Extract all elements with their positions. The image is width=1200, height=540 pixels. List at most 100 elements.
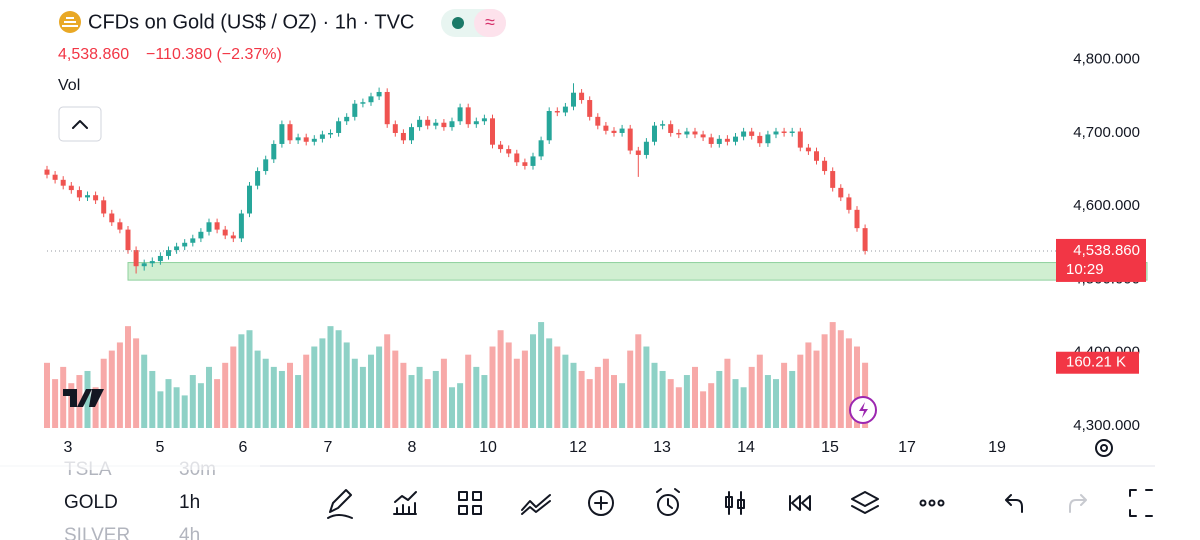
- alert-tool[interactable]: [657, 494, 679, 516]
- volume-bar: [513, 358, 520, 428]
- indicators-tool[interactable]: [393, 491, 417, 515]
- candle-body: [222, 229, 228, 236]
- price-tag: [1056, 238, 1146, 282]
- settings-button[interactable]: [1095, 439, 1113, 457]
- x-tick-label: 12: [569, 439, 587, 456]
- volume-bar: [181, 395, 188, 428]
- y-tick-label: 4,700.000: [1073, 124, 1140, 141]
- candle-body: [733, 136, 738, 142]
- layouts-tool[interactable]: [458, 491, 482, 515]
- volume-bar: [554, 346, 561, 428]
- candle-body: [797, 131, 803, 148]
- symbol-interval[interactable]: 1h: [179, 492, 200, 513]
- volume-bar: [76, 375, 83, 428]
- candle-body: [538, 140, 544, 157]
- volume-bar: [287, 362, 293, 428]
- symbol-name[interactable]: SILVER: [64, 525, 130, 540]
- tv-logo: [63, 389, 104, 407]
- volume-bar: [594, 366, 601, 428]
- candle-body: [700, 134, 706, 138]
- volume-bar: [562, 354, 569, 428]
- volume-bar: [270, 366, 277, 428]
- redo-tool[interactable]: [1069, 494, 1087, 513]
- candle-body: [522, 162, 528, 166]
- volume-bar: [165, 379, 172, 428]
- symbol-title[interactable]: CFDs on Gold (US$ / OZ) · 1h · TVC: [88, 11, 414, 33]
- candle-body: [830, 171, 836, 188]
- candle-body: [571, 92, 576, 107]
- candle-body: [303, 137, 309, 142]
- candle-body: [643, 141, 649, 155]
- x-tick-label: 6: [239, 439, 248, 456]
- candle-body: [384, 91, 390, 125]
- candle-body: [141, 263, 147, 267]
- candle-body: [319, 134, 325, 139]
- volume-bar: [214, 379, 221, 428]
- volume-bar: [100, 358, 107, 428]
- candle-body: [838, 187, 844, 198]
- add-tool[interactable]: [588, 490, 614, 516]
- volume-bar: [683, 375, 690, 428]
- volume-bar: [303, 354, 310, 428]
- volume-bar: [813, 350, 820, 428]
- candle-body: [433, 122, 439, 126]
- volume-bar: [481, 375, 488, 428]
- more-tool[interactable]: [919, 499, 927, 507]
- volume-bar: [408, 375, 415, 428]
- compare-tool[interactable]: [521, 494, 551, 515]
- volume-bar: [60, 366, 67, 428]
- layers-tool[interactable]: [851, 491, 879, 514]
- picker-fade: [0, 460, 260, 470]
- volume-bar: [278, 370, 285, 428]
- volume-bar: [724, 358, 731, 428]
- candle-body: [449, 121, 455, 128]
- candle-body: [157, 255, 163, 262]
- collapse-button[interactable]: [58, 106, 102, 142]
- candle-body: [76, 190, 82, 198]
- more-dot: [937, 499, 945, 507]
- candle-body: [271, 143, 277, 160]
- candle-body: [481, 118, 487, 122]
- last-price: 4,538.860: [58, 46, 129, 63]
- volume-bar: [384, 334, 391, 428]
- volume-bar: [716, 370, 723, 428]
- volume-bar: [222, 362, 229, 428]
- undo-tool[interactable]: [1005, 494, 1023, 513]
- volume-bar: [141, 354, 148, 428]
- collapse-icon: [72, 120, 88, 129]
- candle-body: [109, 213, 115, 223]
- volume-bar: [821, 334, 828, 428]
- symbol-icon-bars: [62, 17, 78, 27]
- draw-tool[interactable]: [327, 489, 353, 519]
- candle-body: [684, 131, 690, 135]
- candle-body: [846, 197, 852, 210]
- volume-bar: [675, 387, 682, 428]
- volume-bar: [651, 362, 658, 428]
- candle-body: [595, 116, 601, 126]
- candle-body: [757, 135, 763, 144]
- candle-body: [52, 174, 58, 180]
- candle-body: [854, 209, 860, 229]
- fullscreen-tool[interactable]: [1129, 489, 1153, 517]
- symbol-interval[interactable]: 4h: [179, 525, 200, 540]
- candle-body: [457, 107, 463, 122]
- volume-bar: [789, 370, 796, 428]
- candle-body: [554, 111, 560, 113]
- volume-bar: [635, 334, 642, 428]
- replay-tool[interactable]: [789, 495, 811, 511]
- chart-type-tool[interactable]: [725, 491, 745, 515]
- symbol-name[interactable]: GOLD: [64, 492, 118, 513]
- candle-body: [765, 134, 771, 144]
- candle-body: [263, 159, 269, 172]
- candle-body: [85, 195, 90, 198]
- candle-body: [587, 100, 593, 117]
- settings-icon: [1100, 444, 1108, 452]
- candle-body: [506, 149, 512, 154]
- candle-body: [182, 242, 188, 247]
- support-zone: [127, 262, 1148, 281]
- candle-body: [652, 125, 657, 142]
- volume-bar: [708, 383, 715, 428]
- volume-bar: [619, 383, 626, 428]
- candle-body: [627, 128, 633, 151]
- volume-bar: [797, 354, 804, 428]
